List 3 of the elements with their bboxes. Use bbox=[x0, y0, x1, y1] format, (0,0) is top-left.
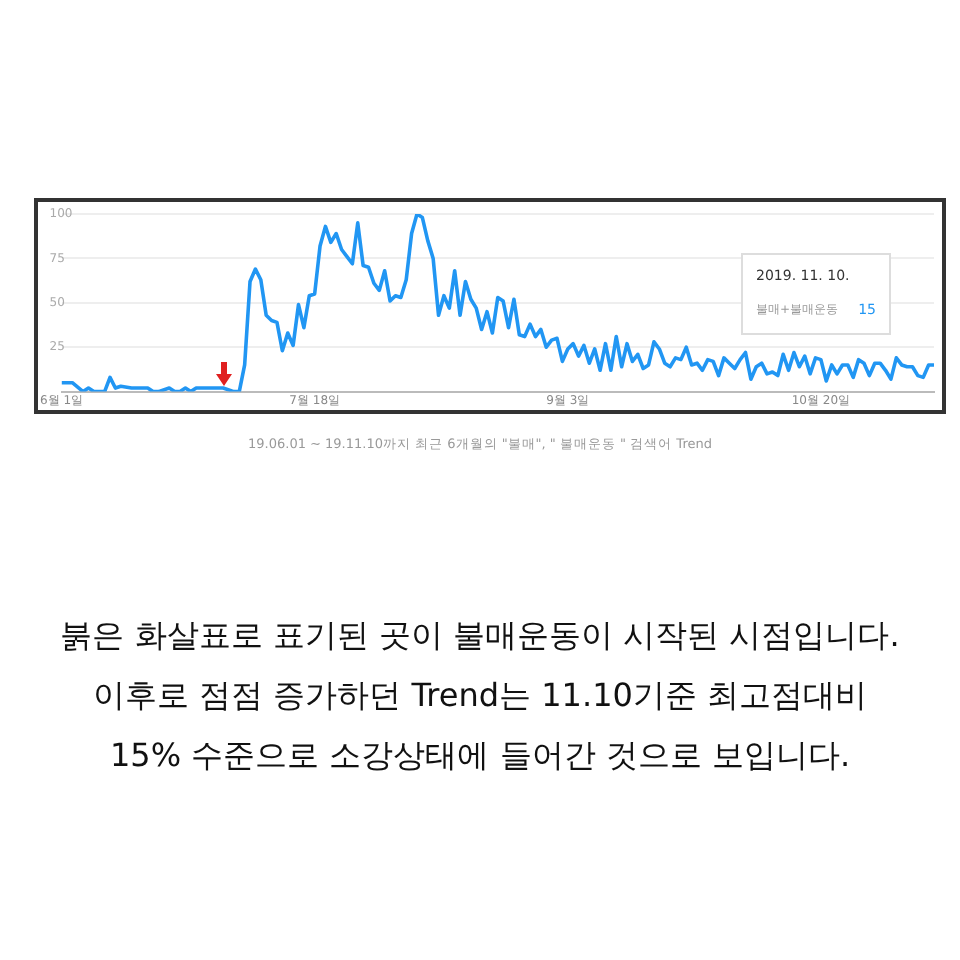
text: 15% 수준으로 소강상태에 들어간 것으로 보입니다. bbox=[107, 736, 853, 778]
text: 이후로 점점 증가하던 Trend는 11.10기준 최고점대비 bbox=[90, 676, 870, 718]
text: 붉은 화살표로 표기된 곳이 불매운동이 시작된 시점입니다. bbox=[58, 616, 902, 658]
